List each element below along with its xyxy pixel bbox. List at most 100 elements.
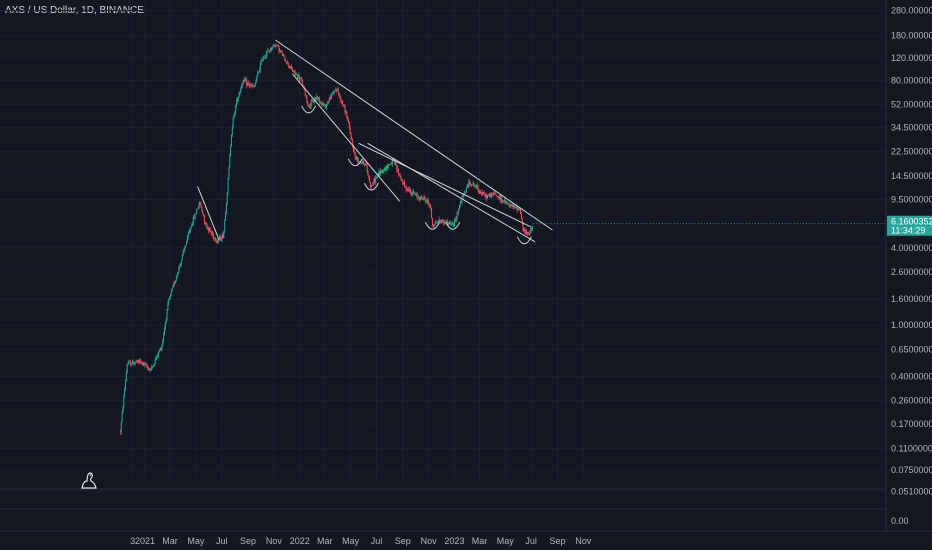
candle-body xyxy=(383,170,385,172)
candle-body xyxy=(388,164,390,166)
candle-body xyxy=(306,97,308,102)
candle-body xyxy=(521,218,523,223)
candle-body xyxy=(158,350,160,352)
candle-body xyxy=(406,189,408,191)
candle-body xyxy=(309,105,311,108)
candle-body xyxy=(295,74,297,75)
candle-body xyxy=(171,288,173,292)
arc-annotation xyxy=(363,182,379,191)
candle-body xyxy=(372,184,374,186)
candle-body xyxy=(339,95,341,98)
candle-body xyxy=(333,91,335,93)
candle-body xyxy=(493,192,495,193)
x-tick-label: Mar xyxy=(472,536,488,546)
candle-body xyxy=(346,111,348,119)
candle-body xyxy=(209,228,211,232)
candle-body xyxy=(330,97,332,100)
candle-body xyxy=(176,274,178,277)
candle-body xyxy=(404,185,406,187)
candle-body xyxy=(160,347,162,350)
candle-body xyxy=(514,206,516,208)
candle-body xyxy=(237,97,239,102)
candle-body xyxy=(208,228,210,232)
candle-body xyxy=(384,167,386,171)
candle-body xyxy=(213,234,215,239)
candle-body xyxy=(487,195,489,196)
candle-body xyxy=(208,227,210,232)
pane-dividers xyxy=(0,0,932,532)
candle-body xyxy=(392,158,394,160)
candle-body xyxy=(361,162,363,163)
candle-body xyxy=(256,75,258,81)
x-tick-label: Jul xyxy=(371,536,383,546)
x-tick-label: 2022 xyxy=(290,536,310,546)
candle-body xyxy=(476,185,478,188)
candle-body xyxy=(207,227,209,229)
candle-body xyxy=(147,366,149,368)
candle-body xyxy=(170,291,172,295)
candle-body xyxy=(475,185,477,187)
candle-body xyxy=(140,360,142,363)
candle-body xyxy=(137,360,139,362)
candle-body xyxy=(409,189,411,194)
y-tick-label: 180.0000000 xyxy=(891,30,932,40)
candle-body xyxy=(358,161,360,162)
candle-body xyxy=(294,70,296,75)
candle-body xyxy=(296,74,298,75)
candle-body xyxy=(193,217,195,219)
candle-body xyxy=(120,421,122,433)
candle-body xyxy=(435,222,437,224)
candle-body xyxy=(252,85,254,87)
candle-body xyxy=(492,193,494,196)
candle-body xyxy=(150,369,152,371)
candle-body xyxy=(381,169,383,173)
candle-body xyxy=(192,217,194,224)
candle-body xyxy=(169,294,171,298)
arc-annotations xyxy=(301,105,532,245)
candle-body xyxy=(455,218,457,220)
y-tick-label: 1.0000000 xyxy=(891,320,932,330)
candle-body xyxy=(528,234,530,235)
candle-body xyxy=(328,99,330,103)
candle-body xyxy=(179,265,181,268)
candle-body xyxy=(123,396,125,408)
candle-body xyxy=(525,230,527,234)
x-tick-label: Sep xyxy=(395,536,411,546)
candle-body xyxy=(364,163,366,165)
candle-body xyxy=(518,208,520,210)
candle-body xyxy=(127,363,129,365)
candle-body xyxy=(188,231,190,234)
candle-body xyxy=(434,222,436,226)
candle-body xyxy=(352,140,354,146)
candle-body xyxy=(358,161,360,162)
candle-body xyxy=(173,283,175,286)
candle-body xyxy=(347,118,349,121)
y-tick-label: 34.5000000 xyxy=(891,123,932,133)
candle-body xyxy=(520,208,522,214)
candle-body xyxy=(414,193,416,195)
y-tick-label: 0.0510000 xyxy=(891,486,932,496)
candle-body xyxy=(466,185,468,188)
candle-body xyxy=(166,309,168,320)
candle-body xyxy=(337,89,339,94)
candle-body xyxy=(174,283,176,284)
candle-body xyxy=(437,219,439,223)
candle-body xyxy=(175,280,177,284)
candle-body xyxy=(331,93,333,100)
candle-body xyxy=(310,100,312,106)
candle-body xyxy=(347,120,349,123)
candle-body xyxy=(199,201,201,205)
candle-body xyxy=(247,82,249,84)
candle-body xyxy=(308,105,310,108)
candle-body xyxy=(125,381,127,390)
candle-body xyxy=(145,363,147,365)
candle-body xyxy=(235,105,237,113)
candle-body xyxy=(191,223,193,226)
candle-body xyxy=(301,78,303,81)
candle-body xyxy=(526,231,528,235)
candle-body xyxy=(451,224,453,226)
candle-body xyxy=(143,362,145,366)
candle-body xyxy=(377,174,379,176)
candle-body xyxy=(271,48,273,50)
